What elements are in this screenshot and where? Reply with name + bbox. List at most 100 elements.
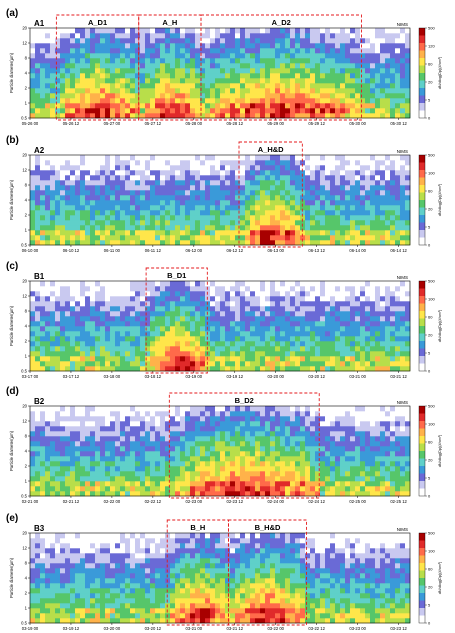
heatmap-cell — [370, 160, 376, 166]
heatmap-cell — [280, 185, 286, 191]
heatmap-cell — [180, 481, 186, 487]
heatmap-cell — [235, 43, 241, 49]
heatmap-cell — [40, 346, 46, 352]
colorbar-label: dN/dlog(Dp)(#/cm³) — [438, 56, 442, 89]
heatmap-cell — [385, 351, 391, 357]
heatmap-cell — [135, 68, 141, 74]
heatmap-cell — [325, 346, 331, 352]
heatmap-cell — [135, 341, 141, 347]
heatmap-cell — [125, 155, 131, 161]
heatmap-cell — [70, 160, 76, 166]
heatmap-cell — [220, 58, 226, 64]
heatmap-cell — [340, 88, 346, 94]
heatmap-cell — [315, 291, 321, 297]
heatmap-cell — [100, 476, 106, 482]
heatmap-cell — [155, 461, 161, 467]
heatmap-cell — [40, 205, 46, 211]
heatmap-cell — [145, 441, 151, 447]
heatmap-cell — [385, 316, 391, 322]
heatmap-cell — [295, 215, 301, 221]
colorbar-tick-label: 5 — [428, 98, 431, 103]
heatmap-cell — [80, 210, 86, 216]
heatmap-cell — [310, 83, 316, 89]
heatmap-cell — [190, 103, 196, 109]
heatmap-cell — [255, 326, 261, 332]
heatmap-cell — [275, 190, 281, 196]
heatmap-cell — [130, 53, 136, 59]
heatmap-cell — [130, 291, 136, 297]
heatmap-cell — [135, 195, 141, 201]
heatmap-cell — [140, 416, 146, 422]
heatmap-cell — [400, 103, 406, 109]
heatmap-cell — [210, 471, 216, 477]
heatmap-cell — [250, 160, 256, 166]
heatmap-cell — [350, 230, 356, 236]
heatmap-cell — [220, 356, 226, 362]
heatmap-cell — [330, 98, 336, 104]
heatmap-cell — [220, 441, 226, 447]
heatmap-cell — [205, 43, 211, 49]
heatmap-cell — [210, 235, 216, 241]
heatmap-cell — [85, 240, 91, 246]
heatmap-cell — [380, 73, 386, 79]
heatmap-cell — [145, 316, 151, 322]
heatmap-cell — [115, 361, 121, 367]
heatmap-cell — [350, 180, 356, 186]
heatmap-cell — [175, 421, 181, 427]
heatmap-cell — [60, 431, 66, 437]
heatmap-cell — [265, 291, 271, 297]
heatmap-cell — [320, 48, 326, 54]
heatmap-cell — [100, 113, 106, 119]
heatmap-cell — [200, 451, 206, 457]
heatmap-cell — [175, 356, 181, 362]
heatmap-cell — [335, 341, 341, 347]
heatmap-cell — [285, 336, 291, 342]
heatmap-cell — [210, 411, 216, 417]
heatmap-cell — [165, 341, 171, 347]
heatmap-cell — [210, 441, 216, 447]
heatmap-cell — [380, 240, 386, 246]
heatmap-cell — [180, 195, 186, 201]
heatmap-cell — [120, 351, 126, 357]
heatmap-cell — [240, 98, 246, 104]
heatmap-cell — [145, 481, 151, 487]
heatmap-cell — [45, 451, 51, 457]
heatmap-cell — [345, 180, 351, 186]
heatmap-cell — [150, 73, 156, 79]
heatmap-cell — [200, 180, 206, 186]
heatmap-cell — [405, 220, 411, 226]
heatmap-cell — [275, 73, 281, 79]
y-tick-label: 4 — [25, 198, 28, 203]
heatmap-cell — [225, 311, 231, 317]
heatmap-cell — [385, 220, 391, 226]
heatmap-cell — [90, 281, 96, 287]
heatmap-cell — [115, 351, 121, 357]
heatmap-cell — [165, 436, 171, 442]
heatmap-cell — [215, 431, 221, 437]
heatmap-cell — [85, 286, 91, 292]
heatmap-cell — [245, 336, 251, 342]
heatmap-cell — [110, 165, 116, 171]
heatmap-cell — [50, 301, 56, 307]
heatmap-cell — [30, 185, 36, 191]
heatmap-cell — [35, 33, 41, 39]
heatmap-cell — [210, 53, 216, 59]
heatmap-cell — [45, 28, 51, 34]
heatmap-cell — [65, 230, 71, 236]
heatmap-cell — [275, 43, 281, 49]
heatmap-cell — [325, 175, 331, 181]
heatmap-cell — [300, 53, 306, 59]
heatmap-cell — [335, 113, 341, 119]
heatmap-cell — [340, 33, 346, 39]
heatmap-cell — [120, 321, 126, 327]
heatmap-cell — [225, 321, 231, 327]
heatmap-cell — [110, 68, 116, 74]
heatmap-cell — [190, 316, 196, 322]
heatmap-cell — [310, 68, 316, 74]
heatmap-cell — [195, 215, 201, 221]
heatmap-cell — [175, 63, 181, 69]
heatmap-cell — [295, 235, 301, 241]
heatmap-cell — [285, 301, 291, 307]
heatmap-cell — [245, 108, 251, 114]
heatmap-cell — [210, 346, 216, 352]
